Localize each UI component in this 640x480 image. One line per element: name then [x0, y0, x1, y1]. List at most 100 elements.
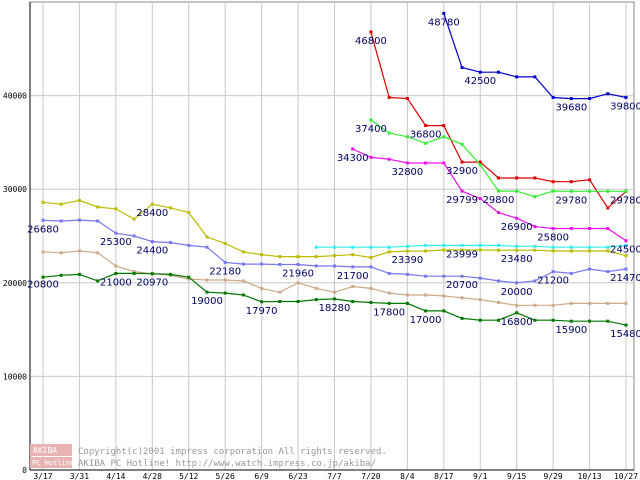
data-point	[150, 240, 154, 244]
data-point	[314, 286, 318, 290]
data-point	[278, 290, 282, 294]
data-point	[187, 243, 191, 247]
data-point	[460, 248, 464, 252]
data-point	[241, 279, 245, 283]
data-point	[169, 241, 173, 245]
data-point	[569, 97, 573, 101]
x-tick-label: 4/28	[143, 472, 162, 480]
data-label: 37400	[355, 124, 387, 135]
x-tick-label: 8/4	[400, 472, 415, 480]
data-point	[132, 270, 136, 274]
data-point	[551, 95, 555, 99]
data-point	[515, 281, 519, 285]
data-point	[314, 264, 318, 268]
data-point	[515, 189, 519, 193]
data-point	[187, 277, 191, 281]
data-point	[442, 243, 446, 247]
data-point	[569, 227, 573, 231]
data-point	[150, 202, 154, 206]
data-label: 16800	[501, 317, 533, 328]
data-point	[442, 309, 446, 313]
data-point	[606, 227, 610, 231]
data-label: 48780	[428, 17, 460, 28]
data-point	[496, 70, 500, 74]
data-point	[442, 135, 446, 139]
data-label: 29780	[610, 195, 640, 206]
akiba-logo-top-box	[30, 444, 72, 456]
data-point	[424, 309, 428, 313]
data-label: 39680	[555, 103, 587, 114]
series-6	[41, 218, 628, 285]
copyright-watermark: AKIBA PC Hotline! Copyright(c)2001 impre…	[30, 444, 387, 469]
data-label: 23999	[446, 249, 478, 260]
data-point	[606, 301, 610, 305]
data-point	[588, 189, 592, 193]
data-point	[624, 239, 628, 243]
series-line	[316, 244, 627, 248]
y-tick-label: 10000	[3, 372, 27, 381]
x-tick-label: 5/26	[216, 472, 235, 480]
data-point	[333, 290, 336, 294]
data-point	[387, 95, 391, 99]
data-point	[405, 293, 409, 297]
data-point	[387, 301, 391, 305]
data-point	[569, 180, 573, 184]
series-3	[351, 147, 628, 243]
data-point	[150, 272, 154, 276]
data-point	[114, 264, 118, 268]
data-point	[96, 279, 100, 283]
data-point	[606, 206, 610, 210]
data-point	[333, 264, 336, 268]
data-point	[569, 301, 573, 305]
data-point	[496, 189, 500, 193]
data-point	[533, 318, 537, 322]
data-label: 26680	[27, 224, 59, 235]
data-point	[569, 319, 573, 323]
series-line	[352, 148, 627, 242]
data-point	[205, 278, 209, 282]
data-point	[296, 300, 300, 304]
data-point	[260, 300, 264, 304]
data-point	[496, 243, 500, 247]
data-point	[533, 176, 537, 180]
x-tick-label: 10/13	[578, 472, 602, 480]
data-point	[41, 218, 45, 222]
data-point	[460, 160, 464, 164]
akiba-logo-bottom: PC Hotline!	[32, 459, 78, 467]
data-label: 21000	[100, 277, 132, 288]
data-point	[606, 189, 610, 193]
data-label: 32900	[446, 166, 478, 177]
data-point	[442, 124, 446, 128]
data-point	[533, 303, 537, 307]
data-point	[533, 279, 537, 283]
data-point	[333, 245, 336, 249]
data-point	[132, 271, 136, 275]
x-tick-label: 5/12	[179, 472, 198, 480]
data-point	[496, 318, 500, 322]
data-point	[41, 200, 45, 204]
x-tick-label: 3/17	[33, 472, 52, 480]
data-label: 36800	[410, 130, 442, 141]
data-label: 42500	[464, 76, 496, 87]
y-tick-label: 30000	[3, 185, 27, 194]
data-point	[515, 75, 519, 79]
y-tick-label: 0	[22, 466, 27, 475]
data-point	[442, 294, 446, 298]
data-label: 25300	[100, 237, 132, 248]
x-tick-label: 8/17	[434, 472, 453, 480]
akiba-logo-bottom-box	[30, 457, 72, 468]
data-point	[369, 300, 373, 304]
data-point	[515, 311, 519, 315]
data-point	[77, 198, 81, 202]
data-point	[478, 163, 482, 167]
x-tick-label: 7/20	[361, 472, 380, 480]
data-point	[387, 157, 391, 161]
data-point	[351, 265, 355, 269]
data-label: 34300	[337, 153, 369, 164]
data-label: 29799	[446, 195, 478, 206]
data-point	[387, 131, 391, 135]
data-point	[405, 96, 409, 100]
copyright-line-1: Copyright(c)2001 impress corporation All…	[78, 447, 387, 457]
data-point	[351, 300, 355, 304]
x-tick-label: 9/1	[473, 472, 488, 480]
